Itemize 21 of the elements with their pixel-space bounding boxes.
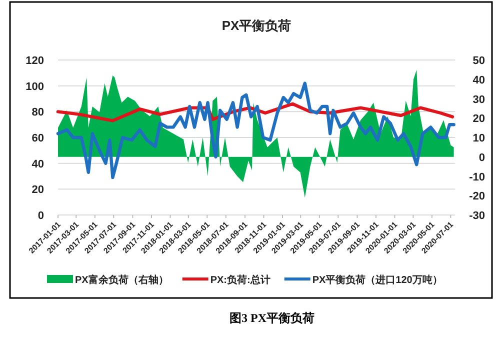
caption: 图3 PX平衡负荷 [230,311,314,325]
y2-tick-label: 20 [472,113,485,126]
y2-tick-label: 30 [472,94,485,106]
y2-tick-label: -30 [469,210,485,222]
y2-tick-label: -20 [469,190,485,203]
y-tick-label: 60 [32,132,44,144]
y-tick-label: 80 [32,106,44,119]
y2-tick-label: 0 [478,152,485,164]
y-tick-label: 100 [26,80,44,93]
y2-tick-label: 10 [472,132,485,144]
y2-tick-label: -10 [469,171,485,184]
y-tick-label: 0 [38,210,44,222]
legend-label: PX富余负荷（右轴） [75,274,168,286]
y2-tick-label: 50 [472,55,485,67]
chart-title: PX平衡负荷 [222,18,292,33]
legend-label: PX平衡负荷（进口120万吨） [312,274,442,286]
y2-tick-label: 40 [472,74,485,86]
y-tick-label: 40 [32,158,44,170]
y-tick-label: 120 [26,55,44,67]
y-tick-label: 20 [32,184,44,196]
legend-label: PX:负荷:总计 [210,274,270,286]
